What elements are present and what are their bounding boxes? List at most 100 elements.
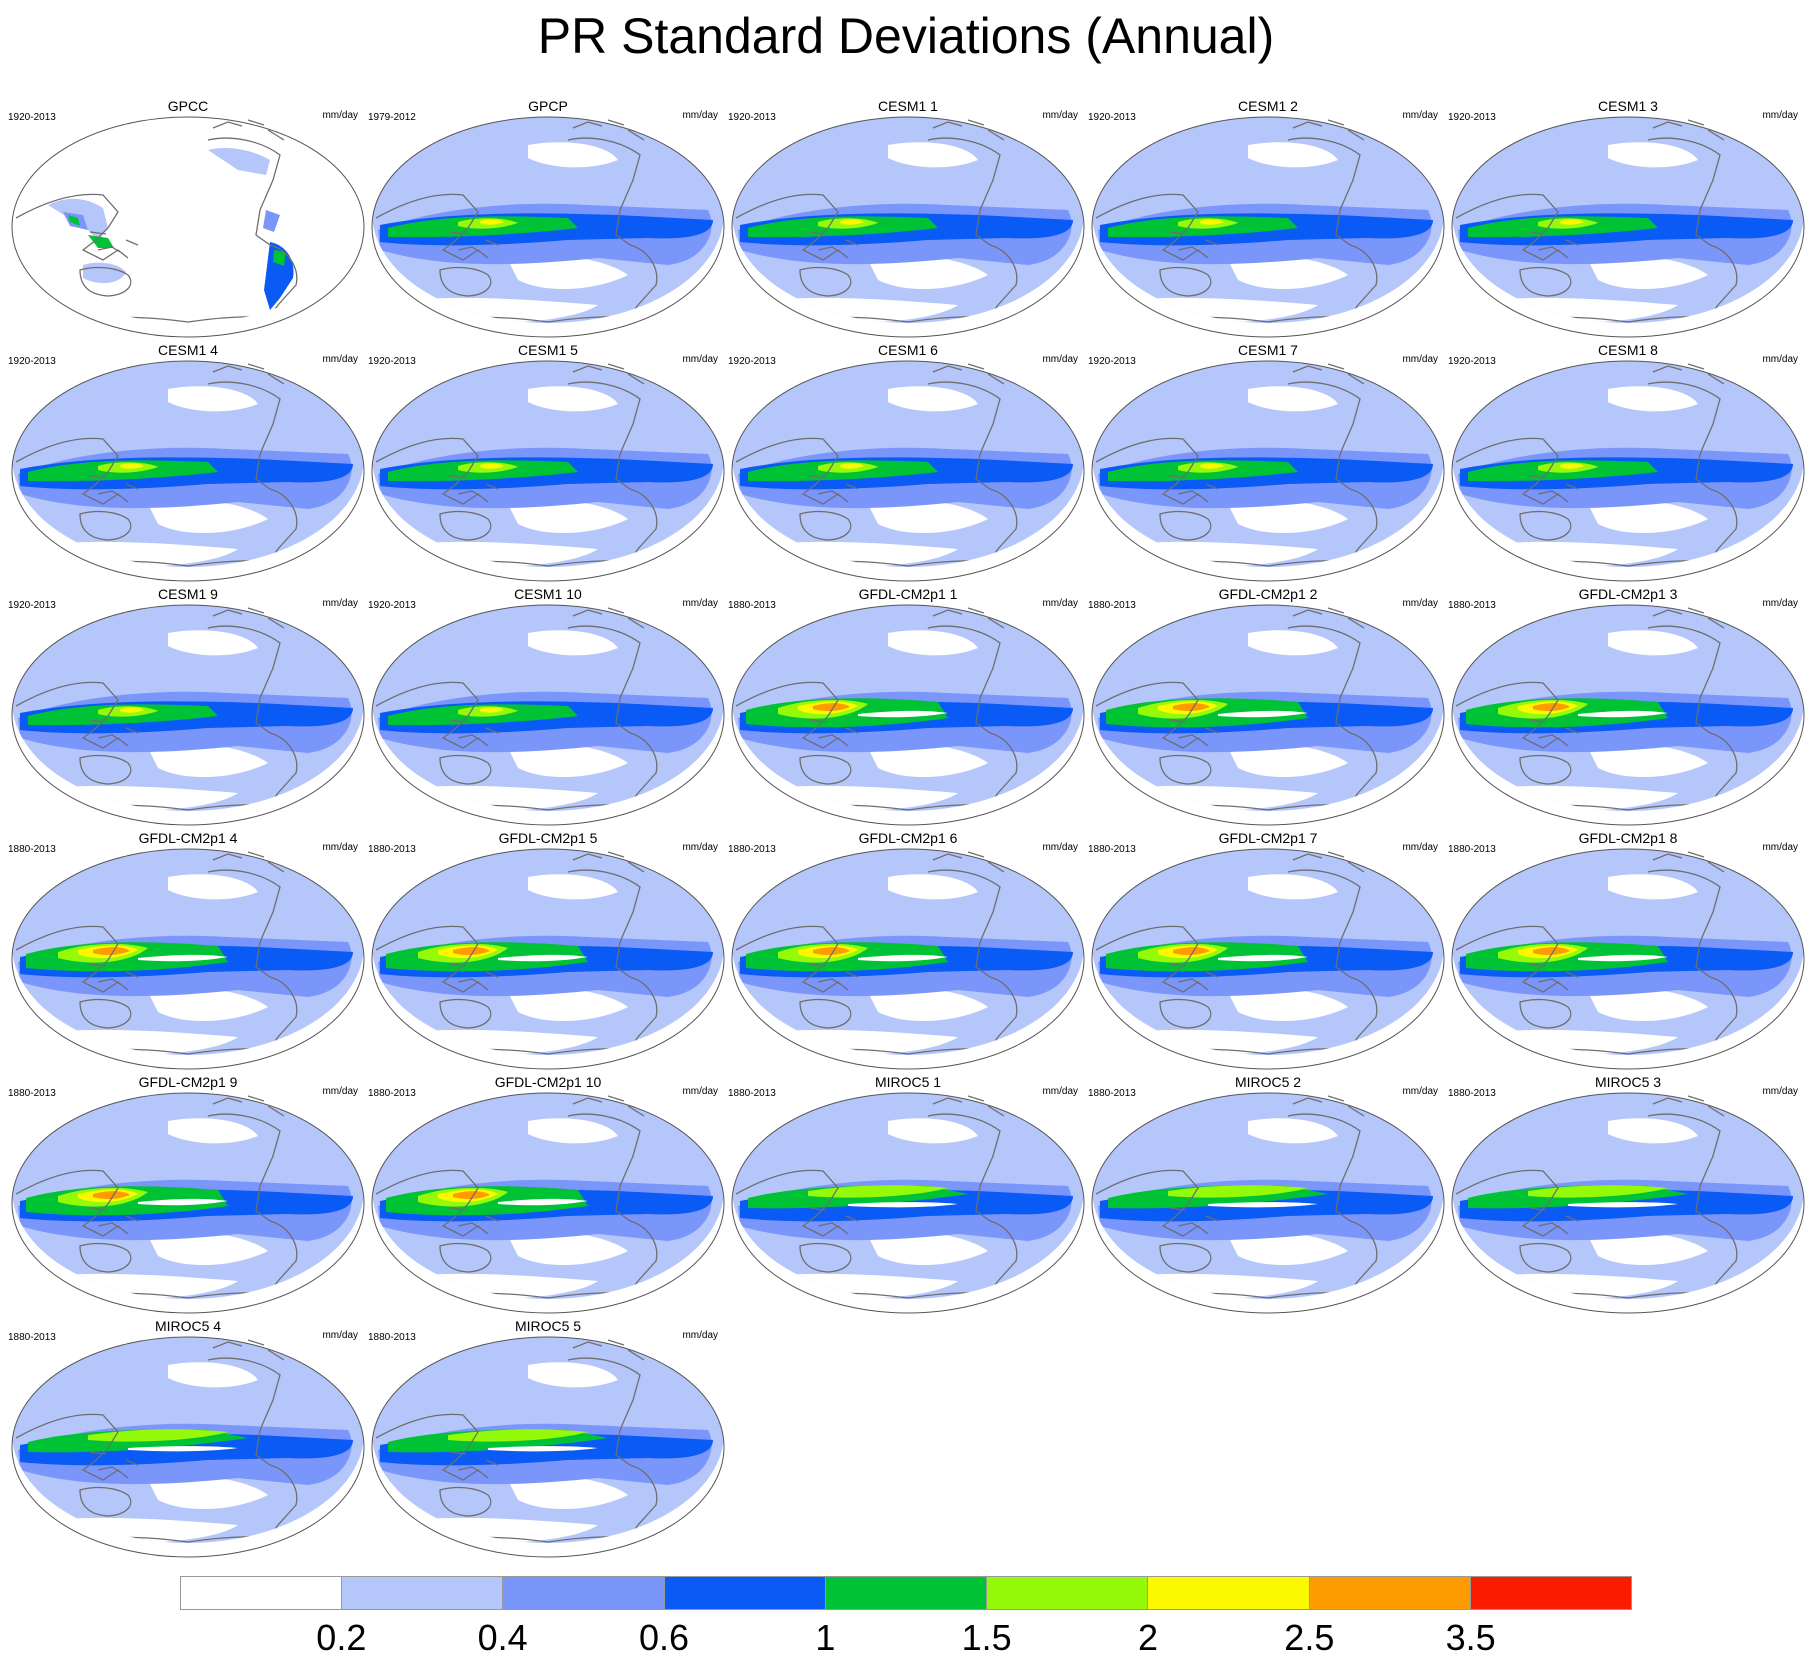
map-outline [1091,1092,1445,1314]
map-outline [371,604,725,826]
map-outline [371,1092,725,1314]
precip-map [11,1334,365,1558]
map-outline [371,360,725,582]
precip-map [1091,114,1445,338]
precip-map [731,602,1085,826]
map-panel: GFDL-CM2p1 8 1880-2013 mm/day [1448,830,1808,1074]
panel-title: MIROC5 3 [1594,1074,1662,1090]
panel-title: GFDL-CM2p1 9 [138,1074,238,1090]
map-panel: CESM1 8 1920-2013 mm/day [1448,342,1808,586]
map-panel: MIROC5 2 1880-2013 mm/day [1088,1074,1448,1318]
colorbar-tick-label: 2 [1137,1617,1159,1658]
map-outline [731,116,1085,338]
map-panel: GFDL-CM2p1 4 1880-2013 mm/day [8,830,368,1074]
map-outline [1091,116,1445,338]
map-panel: GFDL-CM2p1 9 1880-2013 mm/day [8,1074,368,1318]
panel-units: mm/day [1762,1086,1798,1097]
panel-period: 1920-2013 [1088,356,1136,367]
map-panel: GFDL-CM2p1 2 1880-2013 mm/day [1088,586,1448,830]
panel-period: 1920-2013 [1088,112,1136,123]
panel-title: MIROC5 4 [154,1318,222,1334]
panel-title: CESM1 7 [1238,342,1298,358]
map-outline [11,848,365,1070]
map-panel: CESM1 10 1920-2013 mm/day [368,586,728,830]
precip-map [11,846,365,1070]
panel-title: CESM1 6 [878,342,938,358]
panel-period: 1880-2013 [1448,600,1496,611]
panel-period: 1880-2013 [728,600,776,611]
panel-period: 1920-2013 [8,356,56,367]
map-panel: CESM1 4 1920-2013 mm/day [8,342,368,586]
panel-title: GFDL-CM2p1 5 [498,830,598,846]
colorbar-box [503,1577,665,1609]
map-panel: CESM1 6 1920-2013 mm/day [728,342,1088,586]
map-panel: GFDL-CM2p1 6 1880-2013 mm/day [728,830,1088,1074]
map-outline [1451,360,1805,582]
colorbar-box [825,1577,988,1609]
map-outline [1451,116,1805,338]
colorbar-tick-label: 0.4 [477,1617,528,1658]
colorbar [180,1576,1632,1610]
panel-units: mm/day [322,1086,358,1097]
precip-map [1451,114,1805,338]
panel-title: GFDL-CM2p1 1 [858,586,958,602]
map-outline [1451,1092,1805,1314]
panel-period: 1979-2012 [368,112,416,123]
panel-title: MIROC5 5 [514,1318,582,1334]
precip-map [11,1090,365,1314]
panel-period: 1920-2013 [8,112,56,123]
map-panel: GFDL-CM2p1 3 1880-2013 mm/day [1448,586,1808,830]
panel-units: mm/day [322,1330,358,1341]
precip-map [1091,846,1445,1070]
panel-units: mm/day [1402,842,1438,853]
map-outline [731,1092,1085,1314]
panel-units: mm/day [1402,110,1438,121]
panel-title: CESM1 5 [518,342,578,358]
colorbar-box [342,1577,504,1609]
panel-units: mm/day [1042,1086,1078,1097]
colorbar-box [1148,1577,1310,1609]
panel-period: 1880-2013 [728,844,776,855]
panel-title: GFDL-CM2p1 8 [1578,830,1678,846]
precip-map [11,114,365,338]
colorbar-tick-label: 1 [815,1617,836,1658]
map-outline [371,848,725,1070]
colorbar-tick-label: 2.5 [1284,1617,1335,1658]
map-panel: MIROC5 4 1880-2013 mm/day [8,1318,368,1562]
map-outline [1091,360,1445,582]
precip-map [731,846,1085,1070]
map-outline [11,1092,365,1314]
panel-units: mm/day [1762,598,1798,609]
panel-units: mm/day [1762,842,1798,853]
panel-units: mm/day [682,598,718,609]
map-panel: GFDL-CM2p1 5 1880-2013 mm/day [368,830,728,1074]
precip-map [731,114,1085,338]
panel-title: CESM1 10 [514,586,582,602]
map-outline [11,604,365,826]
map-panel: GFDL-CM2p1 1 1880-2013 mm/day [728,586,1088,830]
panel-period: 1880-2013 [728,1088,776,1099]
map-panel: CESM1 1 1920-2013 mm/day [728,98,1088,342]
panel-units: mm/day [1042,354,1078,365]
colorbar-box [181,1577,343,1609]
panel-period: 1880-2013 [1448,1088,1496,1099]
panel-units: mm/day [322,110,358,121]
panel-units: mm/day [322,842,358,853]
panel-units: mm/day [682,1330,718,1341]
map-panel: CESM1 5 1920-2013 mm/day [368,342,728,586]
precip-map [1091,358,1445,582]
panel-title: GFDL-CM2p1 2 [1218,586,1318,602]
panel-period: 1880-2013 [1088,600,1136,611]
panel-period: 1920-2013 [368,356,416,367]
precip-map [371,846,725,1070]
map-outline [371,1336,725,1558]
map-outline [731,604,1085,826]
precip-map [1451,1090,1805,1314]
precip-map [1091,602,1445,826]
panel-title: CESM1 1 [878,98,938,114]
precip-map [371,1334,725,1558]
precip-map [731,1090,1085,1314]
colorbar-box [1309,1577,1471,1609]
panel-units: mm/day [1762,110,1798,121]
map-panel: MIROC5 5 1880-2013 mm/day [368,1318,728,1562]
